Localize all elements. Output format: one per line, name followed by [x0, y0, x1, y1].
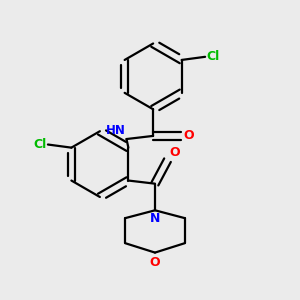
Text: O: O [150, 256, 160, 269]
Text: N: N [150, 212, 160, 225]
Text: HN: HN [105, 124, 125, 136]
Text: Cl: Cl [206, 50, 220, 63]
Text: O: O [183, 129, 194, 142]
Text: O: O [169, 146, 180, 159]
Text: Cl: Cl [33, 138, 47, 151]
